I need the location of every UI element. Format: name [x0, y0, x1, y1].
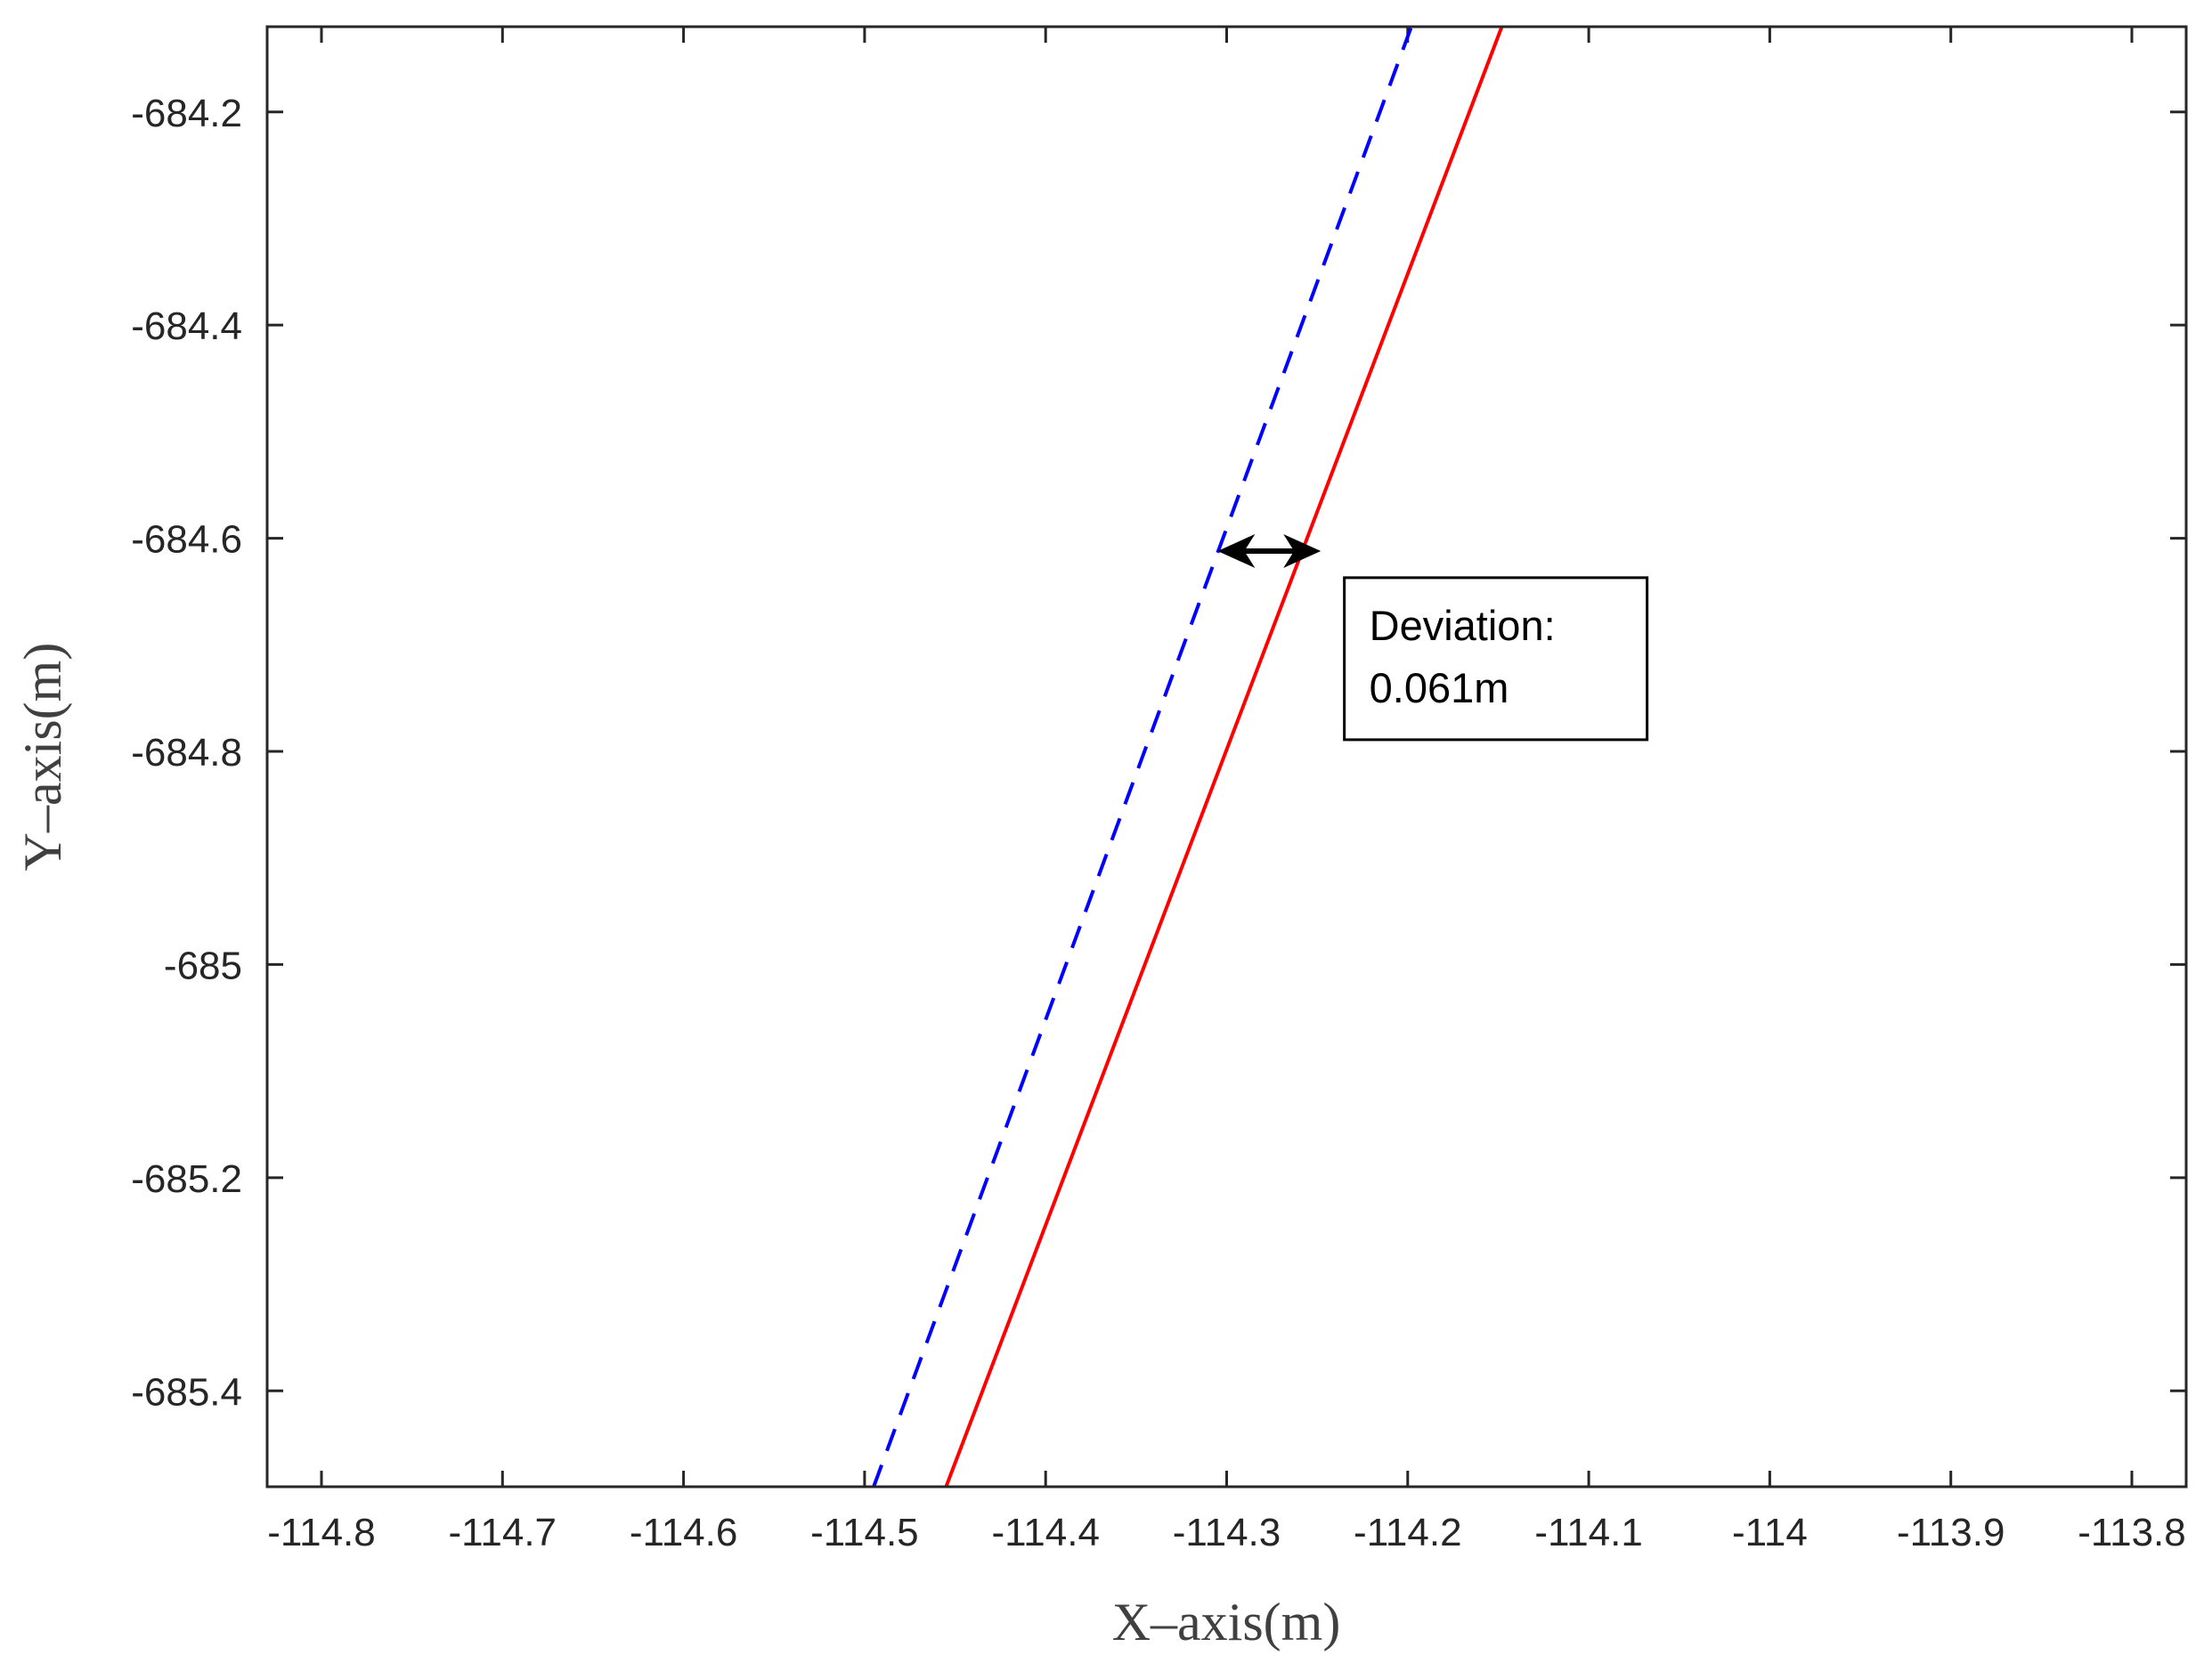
- dashed-blue-line: [872, 26, 1413, 1488]
- y-tick-label: -684.2: [131, 92, 242, 135]
- x-tick-label: -114.7: [449, 1511, 557, 1554]
- deviation-annotation-text: Deviation:: [1370, 602, 1556, 649]
- axes-background: [267, 27, 2186, 1487]
- x-axis-ticks: -114.8 -114.7 -114.6 -114.5 -114.4 -114.3 -114…: [267, 27, 2186, 1554]
- series-layer: [872, 26, 1504, 1488]
- x-tick-label: -114.4: [991, 1511, 1100, 1554]
- deviation-arrow-right-head: [1283, 533, 1322, 568]
- y-axis-label: Y–axis(m): [13, 643, 72, 872]
- x-tick-label: -114.3: [1173, 1511, 1281, 1554]
- deviation-arrow-left-head: [1217, 533, 1256, 568]
- deviation-annotation-box: [1343, 576, 1649, 742]
- y-tick-label: -685.2: [131, 1157, 242, 1201]
- axes-frame: [265, 25, 2188, 1489]
- x-tick-label: -114.5: [810, 1511, 919, 1554]
- x-tick-label: -114: [1732, 1511, 1808, 1554]
- x-tick-label: -114.8: [267, 1511, 376, 1554]
- y-tick-label: -685: [164, 944, 242, 987]
- y-tick-label: -684.4: [131, 304, 242, 348]
- annotation-layer: Deviation: 0.061m: [1217, 533, 1649, 742]
- x-tick-label: -114.1: [1534, 1511, 1643, 1554]
- x-axis-label: X–axis(m): [1112, 1593, 1341, 1651]
- y-tick-label: -684.8: [131, 731, 242, 775]
- x-tick-label: -114.2: [1354, 1511, 1462, 1554]
- y-axis-ticks: -684.2 -684.4 -684.6 -684.8 -685 -685.2 -685.4: [131, 92, 2186, 1414]
- x-tick-label: -113.9: [1897, 1511, 2005, 1554]
- deviation-annotation-text: 0.061m: [1370, 664, 1509, 711]
- x-tick-label: -113.8: [2078, 1511, 2186, 1554]
- y-tick-label: -685.4: [131, 1370, 242, 1414]
- x-tick-label: -114.6: [630, 1511, 738, 1554]
- plot-area: -114.8 -114.7 -114.6 -114.5 -114.4 -114.3 -114…: [131, 25, 2188, 1554]
- y-tick-label: -684.6: [131, 518, 242, 562]
- solid-red-line: [944, 26, 1504, 1488]
